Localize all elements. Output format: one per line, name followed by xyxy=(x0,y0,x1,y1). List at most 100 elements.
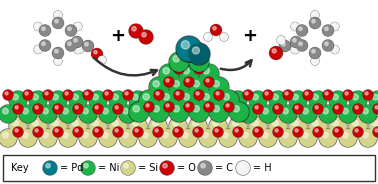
Circle shape xyxy=(139,129,157,147)
Circle shape xyxy=(325,27,328,31)
Circle shape xyxy=(166,79,169,82)
Circle shape xyxy=(33,94,38,100)
Circle shape xyxy=(232,120,239,126)
Circle shape xyxy=(280,106,296,122)
Circle shape xyxy=(213,26,216,30)
Circle shape xyxy=(109,117,127,135)
Circle shape xyxy=(23,132,28,138)
Circle shape xyxy=(189,44,209,64)
Circle shape xyxy=(232,94,239,100)
Circle shape xyxy=(229,102,249,122)
Circle shape xyxy=(183,132,188,138)
Circle shape xyxy=(219,90,239,110)
Circle shape xyxy=(313,104,323,114)
Circle shape xyxy=(353,127,363,137)
Circle shape xyxy=(333,104,342,114)
Circle shape xyxy=(45,92,48,95)
Circle shape xyxy=(279,40,291,52)
Circle shape xyxy=(80,130,96,146)
Circle shape xyxy=(340,106,356,122)
Circle shape xyxy=(95,106,98,109)
Circle shape xyxy=(0,129,17,147)
Circle shape xyxy=(270,47,282,59)
Circle shape xyxy=(53,127,63,137)
Circle shape xyxy=(56,13,58,15)
Circle shape xyxy=(3,132,8,138)
Circle shape xyxy=(119,105,137,123)
Circle shape xyxy=(93,104,103,114)
Circle shape xyxy=(260,106,276,122)
Circle shape xyxy=(279,37,281,40)
Circle shape xyxy=(79,129,97,147)
Circle shape xyxy=(170,118,186,134)
Circle shape xyxy=(329,117,347,135)
Circle shape xyxy=(68,42,71,45)
Circle shape xyxy=(76,24,78,26)
Circle shape xyxy=(184,102,194,112)
Circle shape xyxy=(342,132,349,138)
Circle shape xyxy=(13,127,23,137)
Circle shape xyxy=(214,90,224,100)
Circle shape xyxy=(3,90,13,100)
Circle shape xyxy=(25,92,28,95)
Circle shape xyxy=(323,25,333,36)
Circle shape xyxy=(166,104,169,107)
Circle shape xyxy=(161,162,174,174)
Circle shape xyxy=(322,132,328,138)
Circle shape xyxy=(291,36,302,47)
Circle shape xyxy=(160,91,178,109)
Circle shape xyxy=(113,104,123,114)
Circle shape xyxy=(84,90,93,100)
Circle shape xyxy=(330,118,346,134)
Circle shape xyxy=(154,90,164,100)
Circle shape xyxy=(273,127,283,137)
Circle shape xyxy=(90,118,106,134)
Circle shape xyxy=(275,129,278,132)
Circle shape xyxy=(312,20,315,23)
Circle shape xyxy=(164,77,174,87)
Circle shape xyxy=(155,129,158,132)
Circle shape xyxy=(211,24,222,36)
Circle shape xyxy=(36,24,38,26)
Circle shape xyxy=(184,52,194,62)
Circle shape xyxy=(331,22,339,31)
Circle shape xyxy=(240,106,256,122)
Circle shape xyxy=(73,104,83,114)
Circle shape xyxy=(243,90,253,100)
Circle shape xyxy=(322,40,333,51)
Circle shape xyxy=(33,127,43,137)
Circle shape xyxy=(229,117,247,135)
Circle shape xyxy=(54,57,62,65)
Circle shape xyxy=(323,40,333,51)
Circle shape xyxy=(193,106,200,112)
Circle shape xyxy=(176,36,202,62)
Circle shape xyxy=(304,90,313,100)
Circle shape xyxy=(77,46,80,49)
Circle shape xyxy=(99,57,102,60)
Circle shape xyxy=(225,102,234,112)
Text: = C: = C xyxy=(215,163,233,173)
Circle shape xyxy=(85,92,88,95)
Circle shape xyxy=(204,102,214,112)
Circle shape xyxy=(90,92,106,108)
Circle shape xyxy=(360,130,376,146)
Circle shape xyxy=(91,49,102,59)
Circle shape xyxy=(40,25,50,36)
Circle shape xyxy=(293,47,295,49)
Circle shape xyxy=(19,105,37,123)
Circle shape xyxy=(133,106,139,112)
Circle shape xyxy=(253,127,263,137)
Circle shape xyxy=(363,132,368,138)
Circle shape xyxy=(311,11,319,19)
Circle shape xyxy=(20,106,36,122)
Circle shape xyxy=(10,92,26,108)
Circle shape xyxy=(53,120,58,126)
Circle shape xyxy=(196,66,199,69)
Circle shape xyxy=(188,43,210,65)
Circle shape xyxy=(64,90,73,100)
Circle shape xyxy=(164,102,174,112)
Circle shape xyxy=(170,78,188,96)
Circle shape xyxy=(190,118,206,134)
Circle shape xyxy=(15,129,18,132)
Circle shape xyxy=(219,129,237,147)
